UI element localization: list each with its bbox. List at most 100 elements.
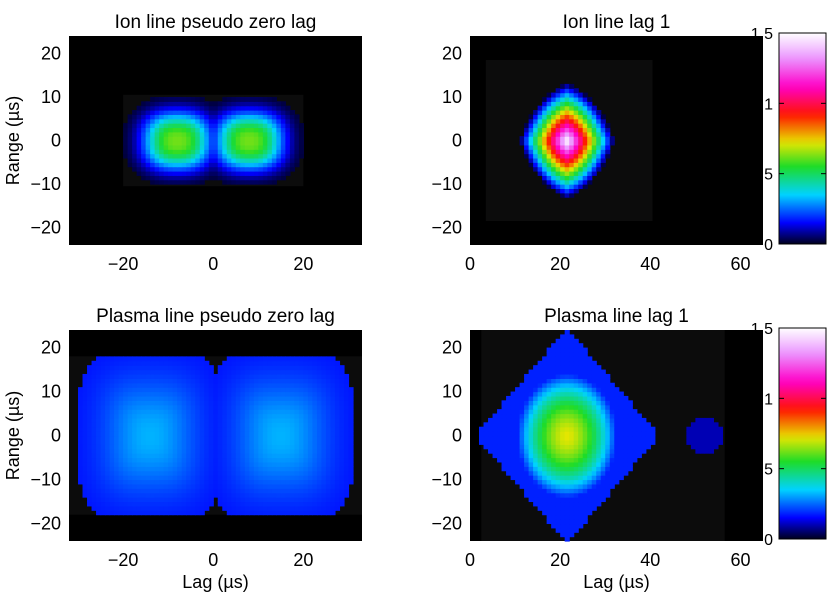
heatmap-cell	[222, 461, 228, 467]
heatmap-cell	[605, 479, 611, 485]
heatmap-cell	[524, 453, 530, 459]
heatmap-cell	[181, 453, 187, 459]
heatmap-cell	[578, 360, 584, 366]
heatmap-cell	[555, 488, 561, 494]
heatmap-cell	[132, 417, 138, 423]
heatmap-cell	[551, 439, 557, 445]
heatmap-cell	[591, 365, 597, 371]
heatmap-cell	[596, 470, 602, 476]
heatmap-cell	[159, 101, 165, 107]
heatmap-cell	[226, 391, 232, 397]
heatmap-cell	[127, 492, 133, 498]
heatmap-cell	[564, 404, 570, 410]
heatmap-cell	[591, 127, 597, 133]
heatmap-cell	[276, 475, 282, 481]
heatmap-cell	[195, 140, 201, 146]
heatmap-cell	[190, 497, 196, 503]
heatmap-cell	[330, 492, 336, 498]
heatmap-cell	[204, 127, 210, 133]
heatmap-cell	[249, 404, 255, 410]
heatmap-cell	[582, 105, 588, 111]
heatmap-cell	[253, 356, 259, 362]
heatmap-cell	[114, 435, 120, 441]
heatmap-cell	[172, 492, 178, 498]
heatmap-cell	[213, 431, 219, 437]
heatmap-cell	[204, 461, 210, 467]
heatmap-cell	[262, 136, 268, 142]
heatmap-cell	[316, 457, 323, 463]
heatmap-cell	[555, 470, 561, 476]
heatmap-cell	[307, 453, 314, 459]
heatmap-cell	[587, 505, 593, 511]
heatmap-cell	[222, 360, 228, 366]
heatmap-cell	[546, 395, 552, 401]
heatmap-cell	[334, 439, 341, 445]
heatmap-cell	[159, 435, 165, 441]
heatmap-cell	[240, 409, 246, 415]
heatmap-cell	[235, 492, 241, 498]
heatmap-cell	[596, 497, 602, 503]
heatmap-cell	[91, 497, 97, 503]
heatmap-cell	[627, 426, 633, 432]
heatmap-cell	[91, 404, 97, 410]
heatmap-cell	[271, 510, 277, 516]
heatmap-cell	[524, 479, 530, 485]
heatmap-cell	[569, 105, 575, 111]
heatmap-cell	[596, 501, 602, 507]
heatmap-cell	[195, 131, 201, 137]
heatmap-cell	[316, 466, 323, 472]
heatmap-cell	[172, 497, 178, 503]
heatmap-cell	[177, 373, 183, 379]
heatmap-cell	[118, 413, 124, 419]
heatmap-cell	[181, 431, 187, 437]
heatmap-cell	[298, 409, 304, 415]
heatmap-cell	[551, 435, 557, 441]
heatmap-cell	[533, 461, 539, 467]
heatmap-cell	[609, 448, 615, 454]
heatmap-cell	[533, 492, 539, 498]
heatmap-cell	[276, 136, 282, 142]
heatmap-cell	[109, 395, 115, 401]
heatmap-cell	[150, 114, 156, 120]
heatmap-cell	[127, 448, 133, 454]
heatmap-cell	[82, 475, 88, 481]
heatmap-cell	[100, 505, 106, 511]
heatmap-cell	[515, 422, 521, 428]
heatmap-cell	[190, 439, 196, 445]
heatmap-cell	[258, 373, 264, 379]
heatmap-cell	[168, 360, 174, 366]
heatmap-cell	[118, 395, 124, 401]
heatmap-cell	[528, 131, 534, 137]
heatmap-cell	[109, 470, 115, 476]
heatmap-cell	[132, 492, 138, 498]
heatmap-cell	[528, 373, 534, 379]
heatmap-cell	[316, 426, 323, 432]
heatmap-cell	[294, 123, 300, 129]
heatmap-cell	[262, 409, 268, 415]
heatmap-cell	[145, 453, 151, 459]
heatmap-cell	[204, 505, 210, 511]
heatmap-cell	[289, 492, 295, 498]
heatmap-cell	[600, 404, 606, 410]
heatmap-cell	[226, 501, 232, 507]
heatmap-cell	[699, 439, 705, 445]
heatmap-cell	[555, 510, 561, 516]
heatmap-cell	[312, 431, 318, 437]
heatmap-cell	[145, 426, 151, 432]
heatmap-cell	[546, 131, 552, 137]
heatmap-cell	[181, 417, 187, 423]
heatmap-cell	[546, 505, 552, 511]
heatmap-cell	[258, 114, 264, 120]
heatmap-cell	[199, 373, 205, 379]
heatmap-cell	[618, 409, 624, 415]
heatmap-cell	[244, 118, 250, 124]
heatmap-cell	[632, 444, 638, 450]
heatmap-cell	[600, 382, 606, 388]
heatmap-cell	[208, 492, 214, 498]
heatmap-cell	[551, 457, 557, 463]
heatmap-cell	[181, 483, 187, 489]
heatmap-cell	[623, 409, 629, 415]
heatmap-cell	[614, 422, 620, 428]
heatmap-cell	[501, 413, 507, 419]
heatmap-cell	[199, 466, 205, 472]
